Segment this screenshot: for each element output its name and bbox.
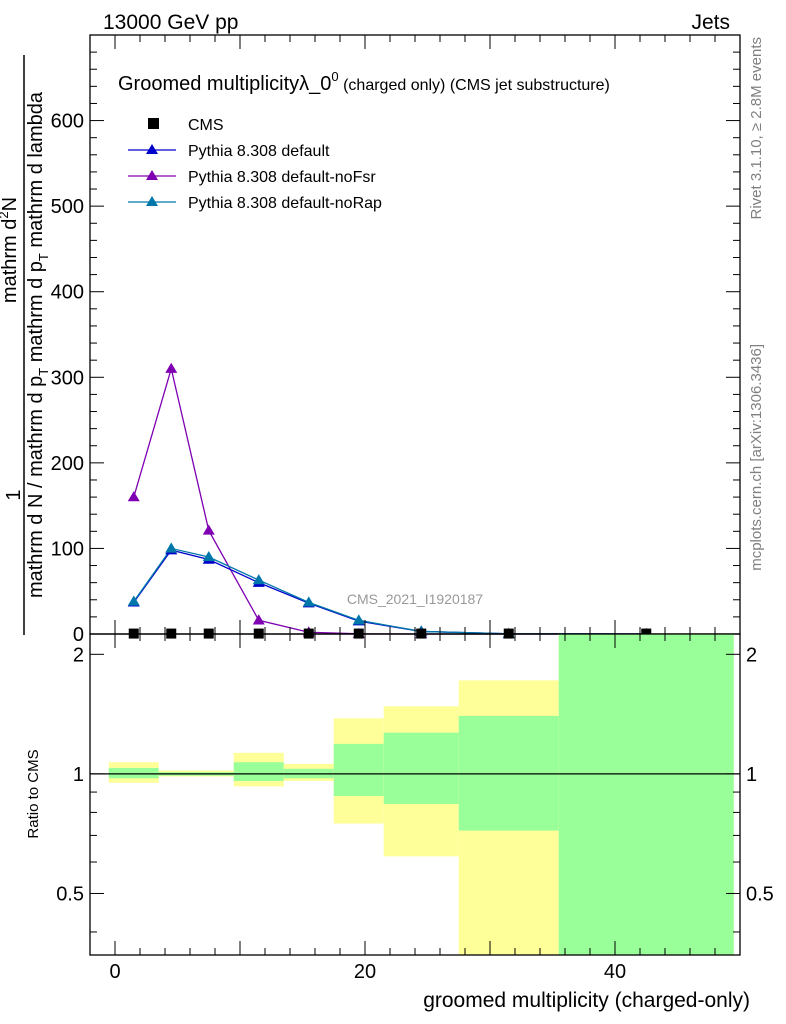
legend-marker-noRap [146, 196, 158, 206]
top-ytick-label-200: 200 [51, 453, 84, 475]
header-left: 13000 GeV pp [103, 11, 238, 34]
top-panel-axes: 0 100 200 300 400 500 600 [51, 34, 741, 646]
ratio-ytick-label-right-2: 2 [746, 644, 757, 666]
ratio-ytick-label-left-0.5: 0.5 [56, 883, 84, 905]
marker-noRap-3 [252, 574, 265, 585]
plot-title: Groomed multiplicityλ_00 (charged only) … [118, 69, 610, 95]
ylabel-den-sub: T [36, 368, 51, 376]
ylabel-den-part: mathrm d N / mathrm d p [25, 376, 47, 598]
legend-label-default: Pythia 8.308 default [188, 143, 330, 160]
ratio-ylabel: Ratio to CMS [25, 749, 42, 838]
ratio-ytick-label-right-0.5: 0.5 [746, 883, 774, 905]
ylabel-top-tail: N [0, 197, 21, 211]
top-ytick-label-600: 600 [51, 111, 84, 133]
legend-marker-default [146, 144, 158, 154]
analysis-watermark: CMS_2021_I1920187 [347, 591, 483, 607]
legend-label-cms: CMS [188, 117, 224, 134]
band-green-0 [108, 767, 159, 779]
top-ytick-label-300: 300 [51, 367, 84, 389]
marker-noFsr-2 [202, 524, 215, 535]
legend-label-noFsr: Pythia 8.308 default-noFsr [188, 169, 376, 186]
header-right: Jets [691, 11, 730, 34]
band-green-6 [458, 715, 559, 831]
rivet-label: Rivet 3.1.10, ≥ 2.8M events [748, 37, 765, 220]
x-axis-label: groomed multiplicity (charged-only) [423, 989, 750, 1012]
top-ytick-label-0: 0 [73, 624, 84, 646]
ylabel-top-sup: 2 [0, 211, 11, 218]
ylabel-den-rest: mathrm d p [25, 261, 47, 368]
ratio-panel-axes: 0.5 0.51 12 20 20 40 [56, 633, 774, 983]
top-ytick-label-100: 100 [51, 538, 84, 560]
top-ytick-label-400: 400 [51, 282, 84, 304]
legend-marker-cms [148, 118, 159, 129]
marker-noFsr-0 [127, 491, 140, 502]
marker-noRap-1 [165, 542, 178, 553]
ratio-ytick-label-right-1: 1 [746, 764, 757, 786]
ratio-ytick-label-left-2: 2 [73, 644, 84, 666]
top-ylabel-numerator-text: mathrm d2N [0, 197, 21, 303]
top-ylabel: 1 mathrm d N / mathrm d pT mathrm d pT m… [3, 55, 51, 635]
ylabel-numerator: 1 [3, 489, 25, 500]
plot-title-main: Groomed multiplicityλ_0 [118, 73, 331, 95]
legend-marker-noFsr [146, 170, 158, 180]
top-ytick-label-500: 500 [51, 196, 84, 218]
ratio-xtick-label-20: 20 [354, 961, 376, 983]
band-green-5 [383, 732, 459, 804]
marker-noRap-0 [127, 595, 140, 606]
ratio-xtick-label-0: 0 [109, 961, 120, 983]
plot-title-rest: (charged only) (CMS jet substructure) [339, 77, 610, 94]
ratio-ytick-label-left-1: 1 [73, 764, 84, 786]
marker-noRap-4 [302, 596, 315, 607]
ratio-xtick-label-40: 40 [604, 961, 626, 983]
band-green-2 [233, 762, 284, 781]
plot-title-sup: 0 [331, 69, 338, 84]
ylabel-top: mathrm d [0, 219, 21, 303]
svg-text:mathrm d2N: mathrm d2N [0, 197, 21, 303]
marker-noRap-5 [352, 614, 365, 625]
ylabel-den-rest-sub: T [36, 253, 51, 261]
band-green-7 [558, 634, 734, 955]
marker-noFsr-3 [252, 614, 265, 625]
band-green-4 [333, 743, 384, 796]
marker-noRap-2 [202, 550, 215, 562]
legend-label-noRap: Pythia 8.308 default-noRap [188, 195, 382, 212]
ratio-bands [108, 634, 734, 955]
ylabel-den-tail: mathrm d lambda [25, 91, 47, 253]
marker-noFsr-1 [165, 362, 178, 373]
ylabel-denominator: mathrm d N / mathrm d pT mathrm d pT mat… [25, 91, 51, 598]
legend: CMS Pythia 8.308 default Pythia 8.308 defa… [128, 117, 382, 212]
mcplots-label: mcplots.cern.ch [arXiv:1306.3436] [748, 344, 765, 571]
